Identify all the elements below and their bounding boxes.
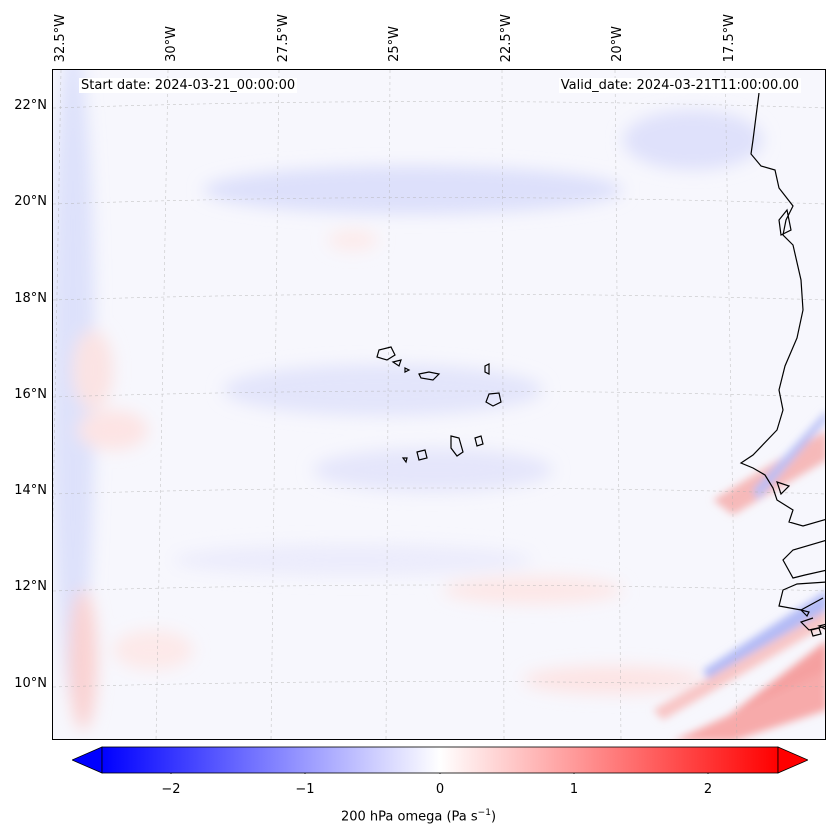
parallel-line [53,101,825,109]
africa-coastline [739,92,825,527]
colorbar-label-end: ) [490,809,497,825]
cb-tick-neg2: −2 [161,782,181,797]
bijagos-islands [799,608,810,618]
parallel-line [53,487,825,495]
lon-label-30w: 30°W [164,26,179,62]
parallel-line [53,681,825,688]
valid-date-label: Valid_date: 2024-03-21T11:00:00.00 [558,78,801,93]
colorbar-label-text: 200 hPa omega (Pa s [340,809,478,825]
island-sao-vicente [391,359,402,367]
island-santa-luzia [404,367,411,373]
island-fogo [416,449,428,461]
island-santiago [450,435,464,457]
coast-inlet [778,208,792,236]
parallel-line [53,293,825,301]
colorbar-extend-high [777,746,808,774]
colorbar-body [101,746,779,774]
field-blob [78,410,148,450]
lat-label-16n: 16°N [14,387,47,402]
field-blob [73,330,113,410]
bijagos-islands [810,627,822,637]
lat-label-10n: 10°N [14,676,47,691]
field-streak [753,412,825,500]
field-blob [623,110,763,170]
island-maio [474,435,484,447]
africa-coastline [782,539,825,579]
colorbar-label-exponent: −1 [477,808,491,818]
parallel-line [53,584,825,592]
lon-label-17-5w: 17.5°W [722,14,737,63]
colorbar-extend-low [72,746,103,774]
meridian-line [155,70,169,739]
start-date-label: Start date: 2024-03-21_00:00:00 [79,78,298,93]
parallel-line [53,390,825,398]
meridian-line [501,70,505,739]
island-boa-vista [485,392,502,407]
field-blob [523,666,703,694]
lat-label-20n: 20°N [14,194,47,209]
africa-coastline [778,581,825,611]
lat-label-22n: 22°N [14,98,47,113]
meridian-line [724,70,738,739]
graticule [53,70,825,739]
field-blob [53,70,95,700]
map-panel [52,69,826,740]
lon-label-20w: 20°W [610,26,625,62]
bijagos-islands [817,623,825,630]
coast-inlet [776,481,791,496]
meridian-line [385,70,391,739]
lon-label-32-5w: 32.5°W [53,14,68,63]
lon-label-27-5w: 27.5°W [276,14,291,63]
colorbar-ticks [170,773,709,774]
island-brava [401,457,408,464]
field-blob [223,364,543,416]
coastlines [376,92,825,637]
island-santo-antao [376,346,396,361]
meridian-line [270,70,280,739]
meridian-line [614,70,622,739]
field-streak [677,670,825,739]
lon-label-22-5w: 22.5°W [499,14,514,63]
cb-tick-2: 2 [703,782,713,797]
field-blob [313,448,553,492]
colorbar [72,746,808,774]
cb-tick-0: 0 [435,782,445,797]
field-streak [653,611,825,720]
lat-label-12n: 12°N [14,579,47,594]
island-sao-nicolau [418,371,441,381]
field-blob [443,576,623,604]
omega-field-map [53,70,825,739]
cb-tick-1: 1 [569,782,579,797]
field-blob [113,630,193,670]
lat-label-18n: 18°N [14,291,47,306]
parallel-line [53,197,825,205]
colorbar-label: 200 hPa omega (Pa s−1) [0,808,837,824]
field-blob [69,590,97,730]
lat-label-14n: 14°N [14,483,47,498]
cb-tick-neg1: −1 [295,782,315,797]
omega-field [53,70,825,739]
lon-label-25w: 25°W [387,26,402,62]
field-blob [203,166,623,214]
field-blob [328,230,378,250]
field-blob [173,544,533,576]
island-sal [484,363,490,375]
